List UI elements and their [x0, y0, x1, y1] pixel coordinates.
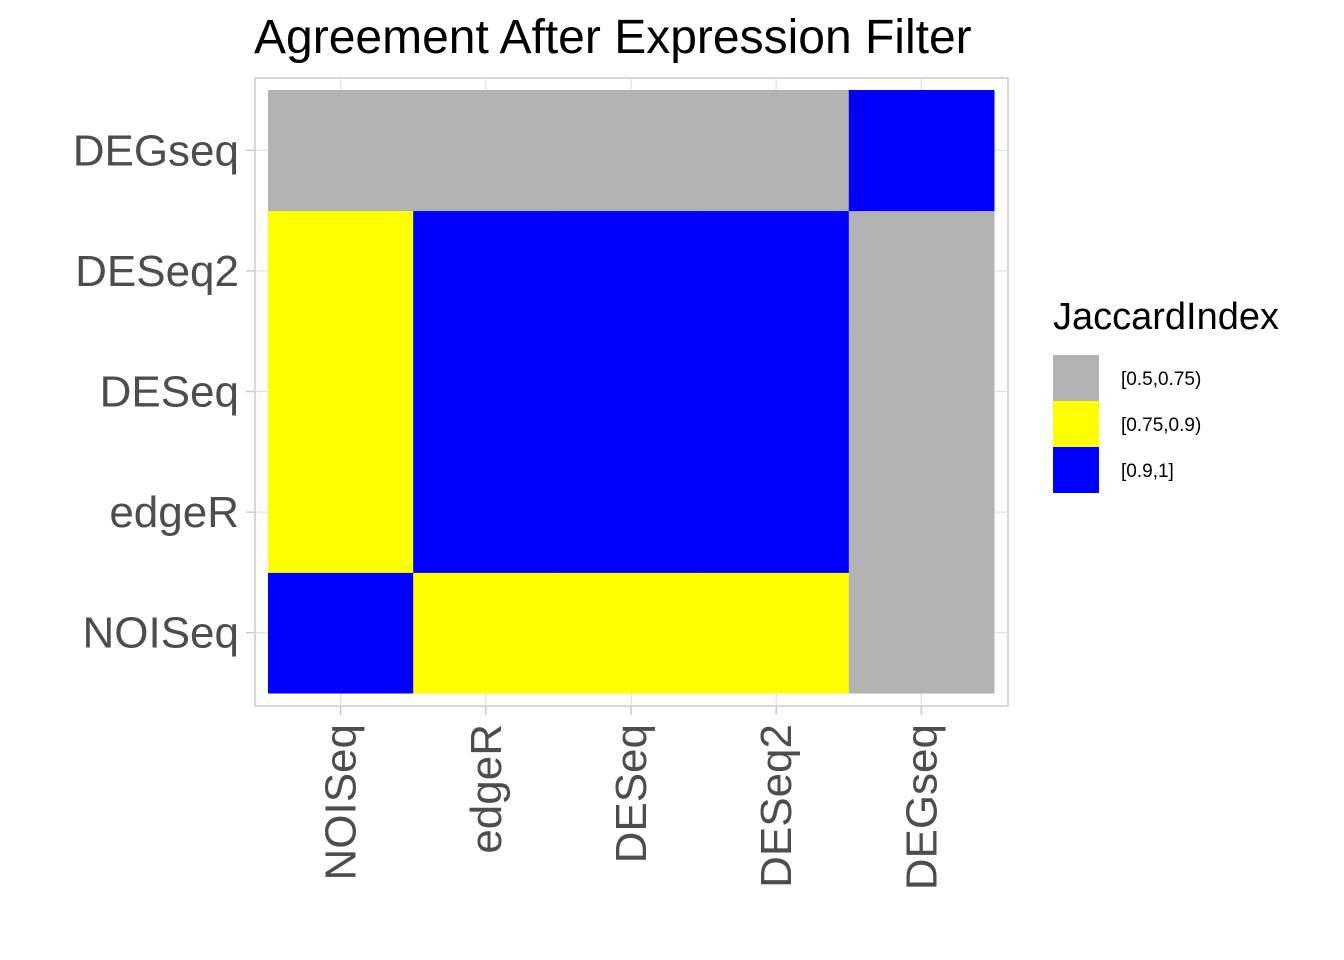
chart-title: Agreement After Expression Filter — [254, 11, 972, 64]
heatmap-cells — [268, 90, 995, 694]
heatmap-cell-DESeq2-edgeR — [703, 451, 850, 573]
heatmap-cell-DEGseq-DEGseq — [848, 90, 995, 212]
legend-swatch — [1053, 447, 1099, 493]
y-tick-label: DESeq — [100, 368, 239, 417]
heatmap-cell-edgeR-DESeq2 — [413, 210, 559, 332]
legend-swatch — [1053, 355, 1099, 401]
heatmap-cell-DESeq-NOISeq — [558, 572, 705, 694]
heatmap-cell-DESeq-edgeR — [558, 451, 705, 573]
legend-label: [0.9,1] — [1121, 461, 1174, 482]
heatmap-cell-DEGseq-DESeq — [848, 331, 995, 453]
heatmap-cell-DEGseq-NOISeq — [848, 572, 995, 694]
heatmap-cell-DESeq2-NOISeq — [703, 572, 850, 694]
x-tick-label: DESeq — [607, 724, 656, 863]
x-axis: NOISeq edgeR DESeq DESeq2 DEGseq — [317, 706, 946, 890]
x-tick-label: NOISeq — [317, 724, 366, 881]
heatmap-cell-DEGseq-edgeR — [848, 451, 995, 573]
y-tick-label: DESeq2 — [75, 247, 239, 296]
heatmap-cell-NOISeq-DEGseq — [268, 90, 414, 212]
heatmap-cell-DESeq-DESeq — [558, 331, 705, 453]
y-axis: NOISeq edgeR DESeq DESeq2 DEGseq — [73, 126, 255, 658]
heatmap-cell-edgeR-DESeq — [413, 331, 559, 453]
heatmap-cell-DEGseq-DESeq2 — [848, 210, 995, 332]
legend-label: [0.75,0.9) — [1121, 415, 1201, 436]
y-tick-label: edgeR — [109, 488, 239, 537]
heatmap-cell-edgeR-DEGseq — [413, 90, 559, 212]
heatmap-cell-DESeq2-DEGseq — [703, 90, 850, 212]
heatmap-cell-DESeq2-DESeq — [703, 331, 850, 453]
heatmap-cell-NOISeq-NOISeq — [268, 572, 414, 694]
legend-swatch — [1053, 401, 1099, 447]
x-tick-label: DESeq2 — [752, 724, 801, 888]
y-tick-label: DEGseq — [73, 126, 239, 175]
legend-title: JaccardIndex — [1053, 296, 1279, 338]
heatmap-cell-DESeq-DEGseq — [558, 90, 705, 212]
legend-label: [0.5,0.75) — [1121, 369, 1201, 390]
heatmap-cell-edgeR-NOISeq — [413, 572, 559, 694]
heatmap-cell-edgeR-edgeR — [413, 451, 559, 573]
heatmap-cell-NOISeq-edgeR — [268, 451, 414, 573]
heatmap-cell-DESeq2-DESeq2 — [703, 210, 850, 332]
heatmap-cell-DESeq-DESeq2 — [558, 210, 705, 332]
y-tick-label: NOISeq — [82, 609, 239, 658]
x-tick-label: DEGseq — [897, 724, 946, 890]
legend: JaccardIndex [0.5,0.75) [0.75,0.9) [0.9,1] — [1053, 296, 1279, 493]
x-tick-label: edgeR — [462, 724, 511, 854]
heatmap-cell-NOISeq-DESeq2 — [268, 210, 414, 332]
legend-items: [0.5,0.75) [0.75,0.9) [0.9,1] — [1053, 355, 1201, 493]
heatmap-cell-NOISeq-DESeq — [268, 331, 414, 453]
